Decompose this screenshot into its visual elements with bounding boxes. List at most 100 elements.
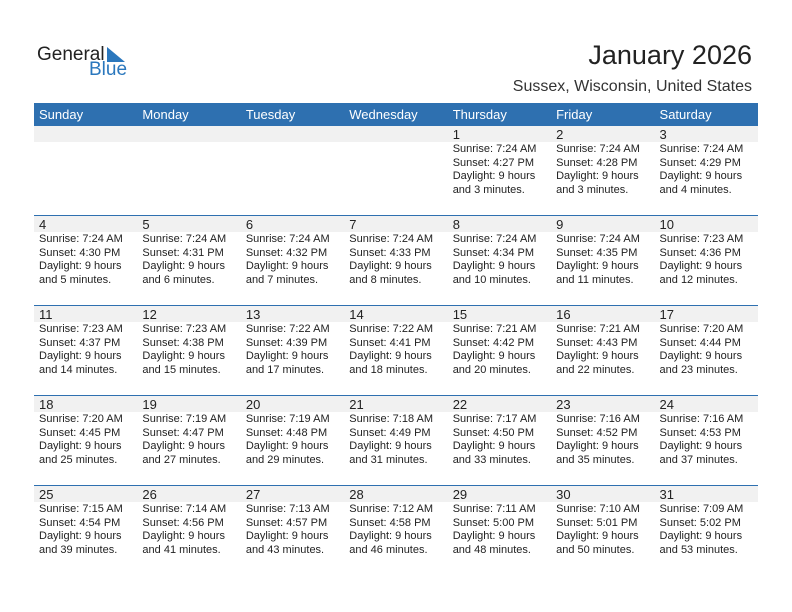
- day-cell: 19 Sunrise: 7:19 AM Sunset: 4:47 PM Dayligh…: [137, 396, 241, 485]
- sunset-text: Sunset: 4:53 PM: [659, 426, 741, 439]
- day-info: Sunrise: 7:20 AM Sunset: 4:45 PM Daylight:…: [34, 412, 137, 467]
- day-number: 16: [551, 306, 655, 322]
- day-number: 29: [447, 486, 552, 502]
- daylight-minutes-text: and 41 minutes.: [142, 543, 221, 556]
- day-number: 22: [447, 396, 552, 412]
- day-number: 1: [447, 126, 552, 142]
- day-number: 19: [137, 396, 241, 412]
- sunset-text: Sunset: 4:39 PM: [245, 336, 328, 349]
- sunrise-text: Sunrise: 7:09 AM: [659, 503, 744, 515]
- day-cell: 23 Sunrise: 7:16 AM Sunset: 4:52 PM Dayligh…: [551, 396, 655, 485]
- day-cell: 15 Sunrise: 7:21 AM Sunset: 4:42 PM Dayligh…: [447, 306, 552, 395]
- sunset-text: Sunset: 4:38 PM: [142, 336, 224, 349]
- day-number: 30: [551, 486, 655, 502]
- sunrise-text: Sunrise: 7:24 AM: [556, 143, 640, 155]
- day-number: 28: [344, 486, 448, 502]
- day-number: 27: [240, 486, 345, 502]
- daylight-minutes-text: and 5 minutes.: [39, 273, 112, 286]
- daylight-minutes-text: and 22 minutes.: [556, 363, 635, 376]
- day-info: Sunrise: 7:24 AM Sunset: 4:30 PM Daylight:…: [34, 232, 137, 287]
- sunset-text: Sunset: 4:36 PM: [659, 246, 741, 259]
- day-info: Sunrise: 7:19 AM Sunset: 4:47 PM Daylight:…: [137, 412, 240, 467]
- logo-triangle-icon: [107, 47, 125, 62]
- day-number: 18: [34, 396, 138, 412]
- day-number: [34, 126, 138, 142]
- weekday-wednesday: Wednesday: [349, 107, 418, 122]
- day-info: Sunrise: 7:12 AM Sunset: 4:58 PM Daylight:…: [344, 502, 447, 557]
- sunset-text: Sunset: 4:44 PM: [659, 336, 741, 349]
- day-info: Sunrise: 7:19 AM Sunset: 4:48 PM Daylight:…: [241, 412, 344, 467]
- daylight-text: Daylight: 9 hours: [452, 260, 536, 272]
- day-number: 4: [34, 216, 138, 232]
- day-cell: 26 Sunrise: 7:14 AM Sunset: 4:56 PM Dayligh…: [137, 486, 241, 575]
- daylight-minutes-text: and 27 minutes.: [142, 453, 221, 466]
- sunset-text: Sunset: 4:58 PM: [349, 516, 431, 529]
- sunset-text: Sunset: 4:30 PM: [39, 246, 121, 259]
- day-cell: 1 Sunrise: 7:24 AM Sunset: 4:27 PM Daylight…: [447, 126, 552, 215]
- sunset-text: Sunset: 4:33 PM: [349, 246, 431, 259]
- sunrise-text: Sunrise: 7:14 AM: [142, 503, 227, 515]
- daylight-minutes-text: and 50 minutes.: [556, 543, 635, 556]
- daylight-text: Daylight: 9 hours: [142, 350, 225, 362]
- sunset-text: Sunset: 4:57 PM: [245, 516, 328, 529]
- day-cell: 4 Sunrise: 7:24 AM Sunset: 4:30 PM Daylight…: [34, 216, 138, 305]
- sunrise-text: Sunrise: 7:24 AM: [245, 233, 330, 245]
- day-cell: 27 Sunrise: 7:13 AM Sunset: 4:57 PM Dayligh…: [240, 486, 345, 575]
- day-number: 20: [240, 396, 345, 412]
- daylight-minutes-text: and 14 minutes.: [39, 363, 118, 376]
- daylight-minutes-text: and 12 minutes.: [659, 273, 738, 286]
- sunrise-text: Sunrise: 7:23 AM: [659, 233, 744, 245]
- day-info: Sunrise: 7:24 AM Sunset: 4:35 PM Daylight:…: [551, 232, 654, 287]
- sunrise-text: Sunrise: 7:24 AM: [39, 233, 123, 245]
- day-info: Sunrise: 7:10 AM Sunset: 5:01 PM Daylight:…: [551, 502, 654, 557]
- sunset-text: Sunset: 4:28 PM: [556, 156, 638, 169]
- weekday-header: Sunday Monday Tuesday Wednesday Thursday…: [34, 103, 758, 126]
- day-info: Sunrise: 7:17 AM Sunset: 4:50 PM Daylight:…: [448, 412, 551, 467]
- day-number: 12: [137, 306, 241, 322]
- sunset-text: Sunset: 5:01 PM: [556, 516, 638, 529]
- daylight-minutes-text: and 48 minutes.: [452, 543, 531, 556]
- daylight-minutes-text: and 23 minutes.: [659, 363, 738, 376]
- day-info: Sunrise: 7:24 AM Sunset: 4:31 PM Daylight:…: [137, 232, 240, 287]
- daylight-minutes-text: and 25 minutes.: [39, 453, 118, 466]
- sunset-text: Sunset: 4:54 PM: [39, 516, 121, 529]
- daylight-text: Daylight: 9 hours: [659, 440, 743, 452]
- day-cell: 30 Sunrise: 7:10 AM Sunset: 5:01 PM Dayligh…: [551, 486, 655, 575]
- daylight-minutes-text: and 17 minutes.: [245, 363, 325, 376]
- daylight-minutes-text: and 31 minutes.: [349, 453, 428, 466]
- daylight-minutes-text: and 35 minutes.: [556, 453, 635, 466]
- sunrise-text: Sunrise: 7:24 AM: [556, 233, 640, 245]
- logo-general: General: [37, 44, 105, 65]
- day-cell: [137, 126, 241, 215]
- daylight-text: Daylight: 9 hours: [39, 440, 122, 452]
- day-info: Sunrise: 7:23 AM Sunset: 4:38 PM Daylight:…: [137, 322, 240, 377]
- daylight-text: Daylight: 9 hours: [556, 530, 639, 542]
- day-cell: 6 Sunrise: 7:24 AM Sunset: 4:32 PM Daylight…: [240, 216, 345, 305]
- calendar: Sunday Monday Tuesday Wednesday Thursday…: [34, 103, 758, 575]
- sunset-text: Sunset: 4:31 PM: [142, 246, 224, 259]
- calendar-week: 1 Sunrise: 7:24 AM Sunset: 4:27 PM Daylight…: [34, 126, 758, 215]
- location: Sussex, Wisconsin, United States: [512, 78, 752, 95]
- day-cell: 7 Sunrise: 7:24 AM Sunset: 4:33 PM Daylight…: [344, 216, 448, 305]
- sunset-text: Sunset: 4:34 PM: [452, 246, 535, 259]
- day-info: Sunrise: 7:24 AM Sunset: 4:29 PM Daylight:…: [655, 142, 758, 197]
- day-cell: [344, 126, 448, 215]
- day-info: Sunrise: 7:22 AM Sunset: 4:39 PM Daylight:…: [241, 322, 344, 377]
- daylight-minutes-text: and 10 minutes.: [452, 273, 531, 286]
- day-number: 25: [34, 486, 138, 502]
- day-cell: 21 Sunrise: 7:18 AM Sunset: 4:49 PM Dayligh…: [344, 396, 448, 485]
- day-info: Sunrise: 7:24 AM Sunset: 4:32 PM Daylight:…: [241, 232, 344, 287]
- day-number: 15: [447, 306, 552, 322]
- daylight-minutes-text: and 7 minutes.: [245, 273, 318, 286]
- daylight-text: Daylight: 9 hours: [452, 170, 536, 182]
- daylight-minutes-text: and 53 minutes.: [659, 543, 738, 556]
- daylight-text: Daylight: 9 hours: [142, 530, 225, 542]
- daylight-text: Daylight: 9 hours: [349, 440, 432, 452]
- calendar-week: 25 Sunrise: 7:15 AM Sunset: 4:54 PM Dayligh…: [34, 485, 758, 575]
- sunset-text: Sunset: 4:37 PM: [39, 336, 121, 349]
- page-title: January 2026: [588, 40, 752, 70]
- calendar-week: 11 Sunrise: 7:23 AM Sunset: 4:37 PM Dayligh…: [34, 305, 758, 395]
- daylight-text: Daylight: 9 hours: [659, 260, 743, 272]
- daylight-minutes-text: and 3 minutes.: [556, 183, 629, 196]
- sunrise-text: Sunrise: 7:16 AM: [659, 413, 744, 425]
